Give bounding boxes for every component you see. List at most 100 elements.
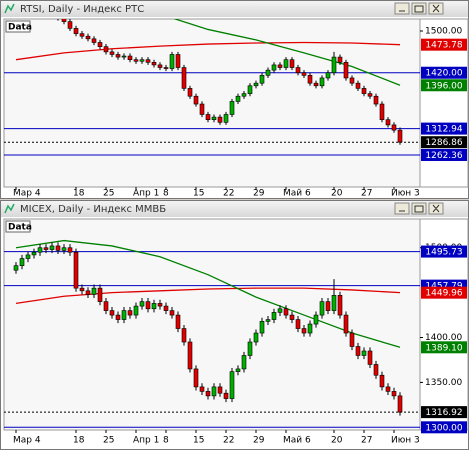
candle-body (343, 314, 349, 334)
title-bar[interactable] (1, 201, 468, 217)
candle-body (175, 54, 181, 68)
x-tick-label: 8 (163, 436, 169, 446)
candle-body (181, 67, 187, 89)
candle-body (217, 116, 223, 123)
candle-body (115, 54, 121, 58)
x-tick-label: Июн 3 (391, 189, 420, 199)
candle-body (157, 64, 163, 68)
candle-body (277, 64, 283, 68)
candle-body (19, 258, 25, 266)
x-tick-label: Апр 1 (133, 189, 159, 199)
candle-body (337, 295, 343, 316)
candle-body (301, 328, 307, 334)
candle-body (385, 119, 391, 126)
x-tick-label: 18 (73, 436, 85, 446)
candle-body (205, 114, 211, 120)
candle-body (151, 62, 157, 66)
candle-body (271, 64, 277, 71)
moving-average (15, 239, 401, 348)
legend-box (5, 20, 31, 33)
price-label: 1262.36 (425, 151, 462, 161)
x-tick-label: Мар 4 (13, 189, 41, 199)
candle-body (193, 95, 199, 105)
x-tick-label: 15 (193, 189, 204, 199)
candle-body (277, 308, 283, 313)
x-tick-label: Июн 3 (391, 436, 420, 446)
legend-label: Data (8, 223, 32, 233)
title-bar[interactable] (1, 1, 468, 17)
x-tick-label: 29 (253, 436, 265, 446)
candle-body (247, 85, 253, 94)
candle-body (175, 314, 181, 329)
candle-body (13, 265, 19, 271)
candle-body (313, 82, 319, 87)
moving-average (15, 287, 401, 305)
price-label-box (421, 38, 467, 51)
price-label: 1473.78 (425, 41, 462, 51)
candle-body (325, 72, 331, 79)
candle-body (325, 301, 331, 311)
price-label-box (421, 421, 467, 434)
plot-area (3, 18, 421, 188)
candle-body (199, 103, 205, 115)
candle-body (307, 323, 313, 334)
minimize-button[interactable] (394, 2, 410, 15)
candle-body (331, 56, 337, 74)
price-label: 1396.00 (425, 81, 462, 91)
candle-body (31, 251, 37, 256)
candle-body (319, 77, 325, 87)
legend-label: Data (8, 23, 32, 33)
candle-body (349, 332, 355, 347)
candle-body (265, 69, 271, 76)
plot-area (3, 218, 421, 431)
candle-body (379, 374, 385, 388)
candle-body (127, 310, 133, 316)
moving-average (173, 19, 401, 86)
minimize-button[interactable] (394, 202, 410, 215)
price-label: 1300.00 (425, 423, 462, 433)
x-tick-label: 15 (193, 436, 204, 446)
candle-body (367, 93, 373, 97)
maximize-button[interactable] (411, 2, 427, 15)
candle-body (349, 77, 355, 84)
x-tick-label: 25 (103, 189, 114, 199)
candle-body (397, 395, 403, 413)
candle-body (373, 364, 379, 376)
x-tick-label: 27 (361, 189, 372, 199)
candle-body (97, 287, 103, 302)
legend-box (5, 220, 31, 233)
maximize-button[interactable] (411, 202, 427, 215)
price-label: 1286.86 (425, 138, 462, 148)
candle-body (229, 371, 235, 399)
candle-body (361, 350, 367, 356)
button-glyphs (399, 204, 440, 213)
chart-icon (4, 203, 15, 214)
y-tick-label: 1350.00 (425, 378, 462, 388)
candle-body (133, 305, 139, 316)
candle-body (223, 392, 229, 399)
moving-average (15, 41, 401, 61)
candle-body (121, 310, 127, 320)
price-label-box (421, 286, 467, 299)
candle-body (79, 33, 85, 37)
candle-body (211, 386, 217, 397)
candle-body (367, 350, 373, 365)
x-tick-label: 25 (103, 436, 114, 446)
candle-body (223, 114, 229, 123)
candle-body (109, 51, 115, 55)
candle-body (397, 129, 403, 143)
candle-body (55, 245, 61, 251)
candle-body (121, 55, 127, 58)
price-label: 1389.10 (425, 343, 462, 353)
x-tick-label: 20 (331, 436, 343, 446)
x-tick-label: 29 (253, 189, 265, 199)
candle-body (139, 301, 145, 307)
candle-body (25, 254, 31, 259)
candle-body (61, 19, 67, 22)
candle-body (271, 312, 277, 320)
price-label: 1316.92 (425, 408, 462, 418)
candle-body (181, 328, 187, 343)
window-title: RTSI, Daily - Индекс РТС (20, 4, 144, 15)
candle-body (157, 303, 163, 307)
x-tick-label: 27 (361, 436, 372, 446)
